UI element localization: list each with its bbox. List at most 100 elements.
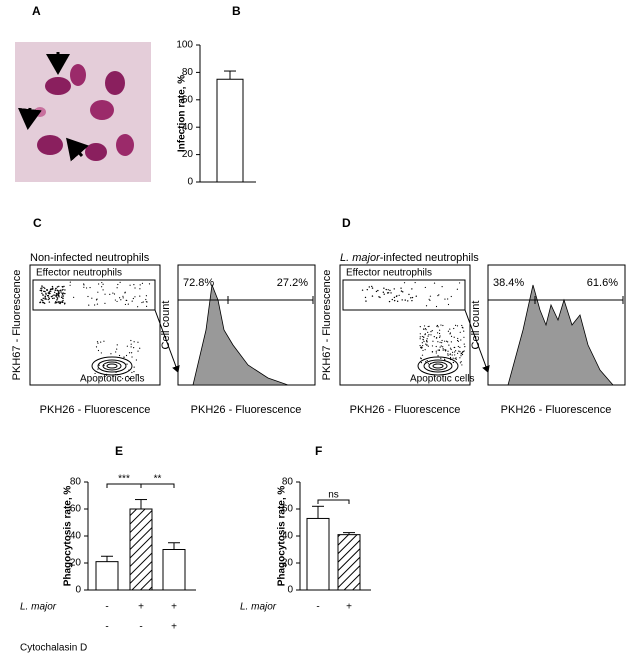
dot: [44, 296, 46, 298]
y-tick-label: 80: [282, 477, 294, 488]
dot: [57, 294, 60, 296]
dot: [455, 357, 457, 359]
contour: [428, 361, 448, 371]
dot: [59, 302, 61, 305]
dot: [433, 282, 436, 284]
dot: [438, 294, 440, 296]
dot: [440, 357, 442, 359]
dot: [432, 340, 434, 342]
dot: [141, 301, 143, 304]
panel-label: A: [32, 4, 41, 18]
dot: [398, 294, 400, 296]
bar: [129, 508, 153, 591]
y-tick-label: 20: [182, 149, 194, 160]
dot: [57, 301, 59, 303]
dot: [461, 353, 464, 356]
axis-title: PKH26 - Fluorescence: [191, 404, 302, 416]
dot: [130, 343, 132, 345]
dot: [116, 344, 118, 346]
dot: [442, 324, 444, 327]
dot: [431, 330, 433, 332]
dot: [88, 304, 90, 306]
dot: [425, 343, 427, 345]
dot: [44, 297, 46, 299]
dot: [448, 344, 450, 346]
dot: [451, 354, 453, 356]
y-axis-title: Infection rate, %: [177, 75, 188, 152]
dot: [145, 298, 147, 301]
dot: [139, 288, 141, 290]
dot: [131, 371, 133, 374]
dot: [139, 347, 141, 349]
dot: [449, 332, 452, 334]
dot: [61, 285, 64, 288]
dot: [60, 291, 62, 293]
dot: [58, 290, 60, 292]
dot: [419, 333, 421, 335]
dot: [112, 292, 114, 294]
dot: [58, 296, 60, 298]
dot: [422, 345, 424, 347]
dot: [124, 303, 127, 306]
contour: [106, 363, 118, 369]
dot: [371, 295, 374, 297]
dot: [63, 285, 65, 288]
dot: [421, 342, 423, 344]
dot: [425, 329, 427, 331]
dot: [454, 346, 456, 349]
dot: [131, 352, 133, 354]
dot: [109, 293, 111, 295]
dot: [103, 364, 105, 367]
dot: [42, 297, 44, 300]
dot: [423, 328, 425, 330]
contour: [91, 356, 133, 376]
dot: [393, 288, 395, 290]
dot: [41, 292, 43, 295]
flow-panels: Non-infected neutrophils Effector neutrop…: [11, 252, 626, 416]
row-value: -: [316, 602, 319, 613]
dot: [137, 350, 139, 352]
dot: [450, 295, 452, 298]
dot: [48, 296, 50, 298]
dot: [62, 295, 65, 297]
dot: [134, 287, 136, 289]
contour: [97, 359, 127, 373]
dot: [441, 286, 443, 288]
dot: [56, 289, 58, 291]
dot: [424, 286, 426, 289]
dot: [95, 346, 98, 348]
dot: [427, 345, 429, 347]
dot: [439, 341, 441, 343]
dot: [116, 300, 118, 303]
gate-arrow: [154, 309, 180, 373]
dot: [407, 300, 409, 302]
dot: [47, 298, 49, 301]
dot: [437, 341, 439, 343]
dot: [131, 356, 133, 358]
dot: [450, 341, 452, 343]
dot: [437, 295, 439, 297]
dot: [139, 295, 141, 297]
dot: [456, 288, 458, 290]
dot: [452, 361, 454, 364]
dot: [427, 335, 429, 337]
dot: [403, 282, 406, 284]
dot: [42, 300, 44, 302]
dot: [414, 281, 416, 284]
dot: [39, 289, 41, 292]
dot: [458, 350, 460, 352]
dot: [94, 304, 96, 306]
axis-title: PKH67 - Fluorescence: [321, 270, 333, 381]
dot: [395, 295, 398, 298]
axis-title: PKH26 - Fluorescence: [350, 404, 461, 416]
panel-title: L. major-infected neutrophils: [340, 252, 479, 264]
dot: [435, 345, 437, 348]
dot: [43, 286, 45, 289]
row-label: L. major: [240, 602, 277, 613]
dot: [377, 289, 379, 292]
dot: [91, 297, 93, 299]
dot: [131, 300, 133, 302]
dot: [460, 361, 462, 363]
dot: [49, 290, 51, 292]
